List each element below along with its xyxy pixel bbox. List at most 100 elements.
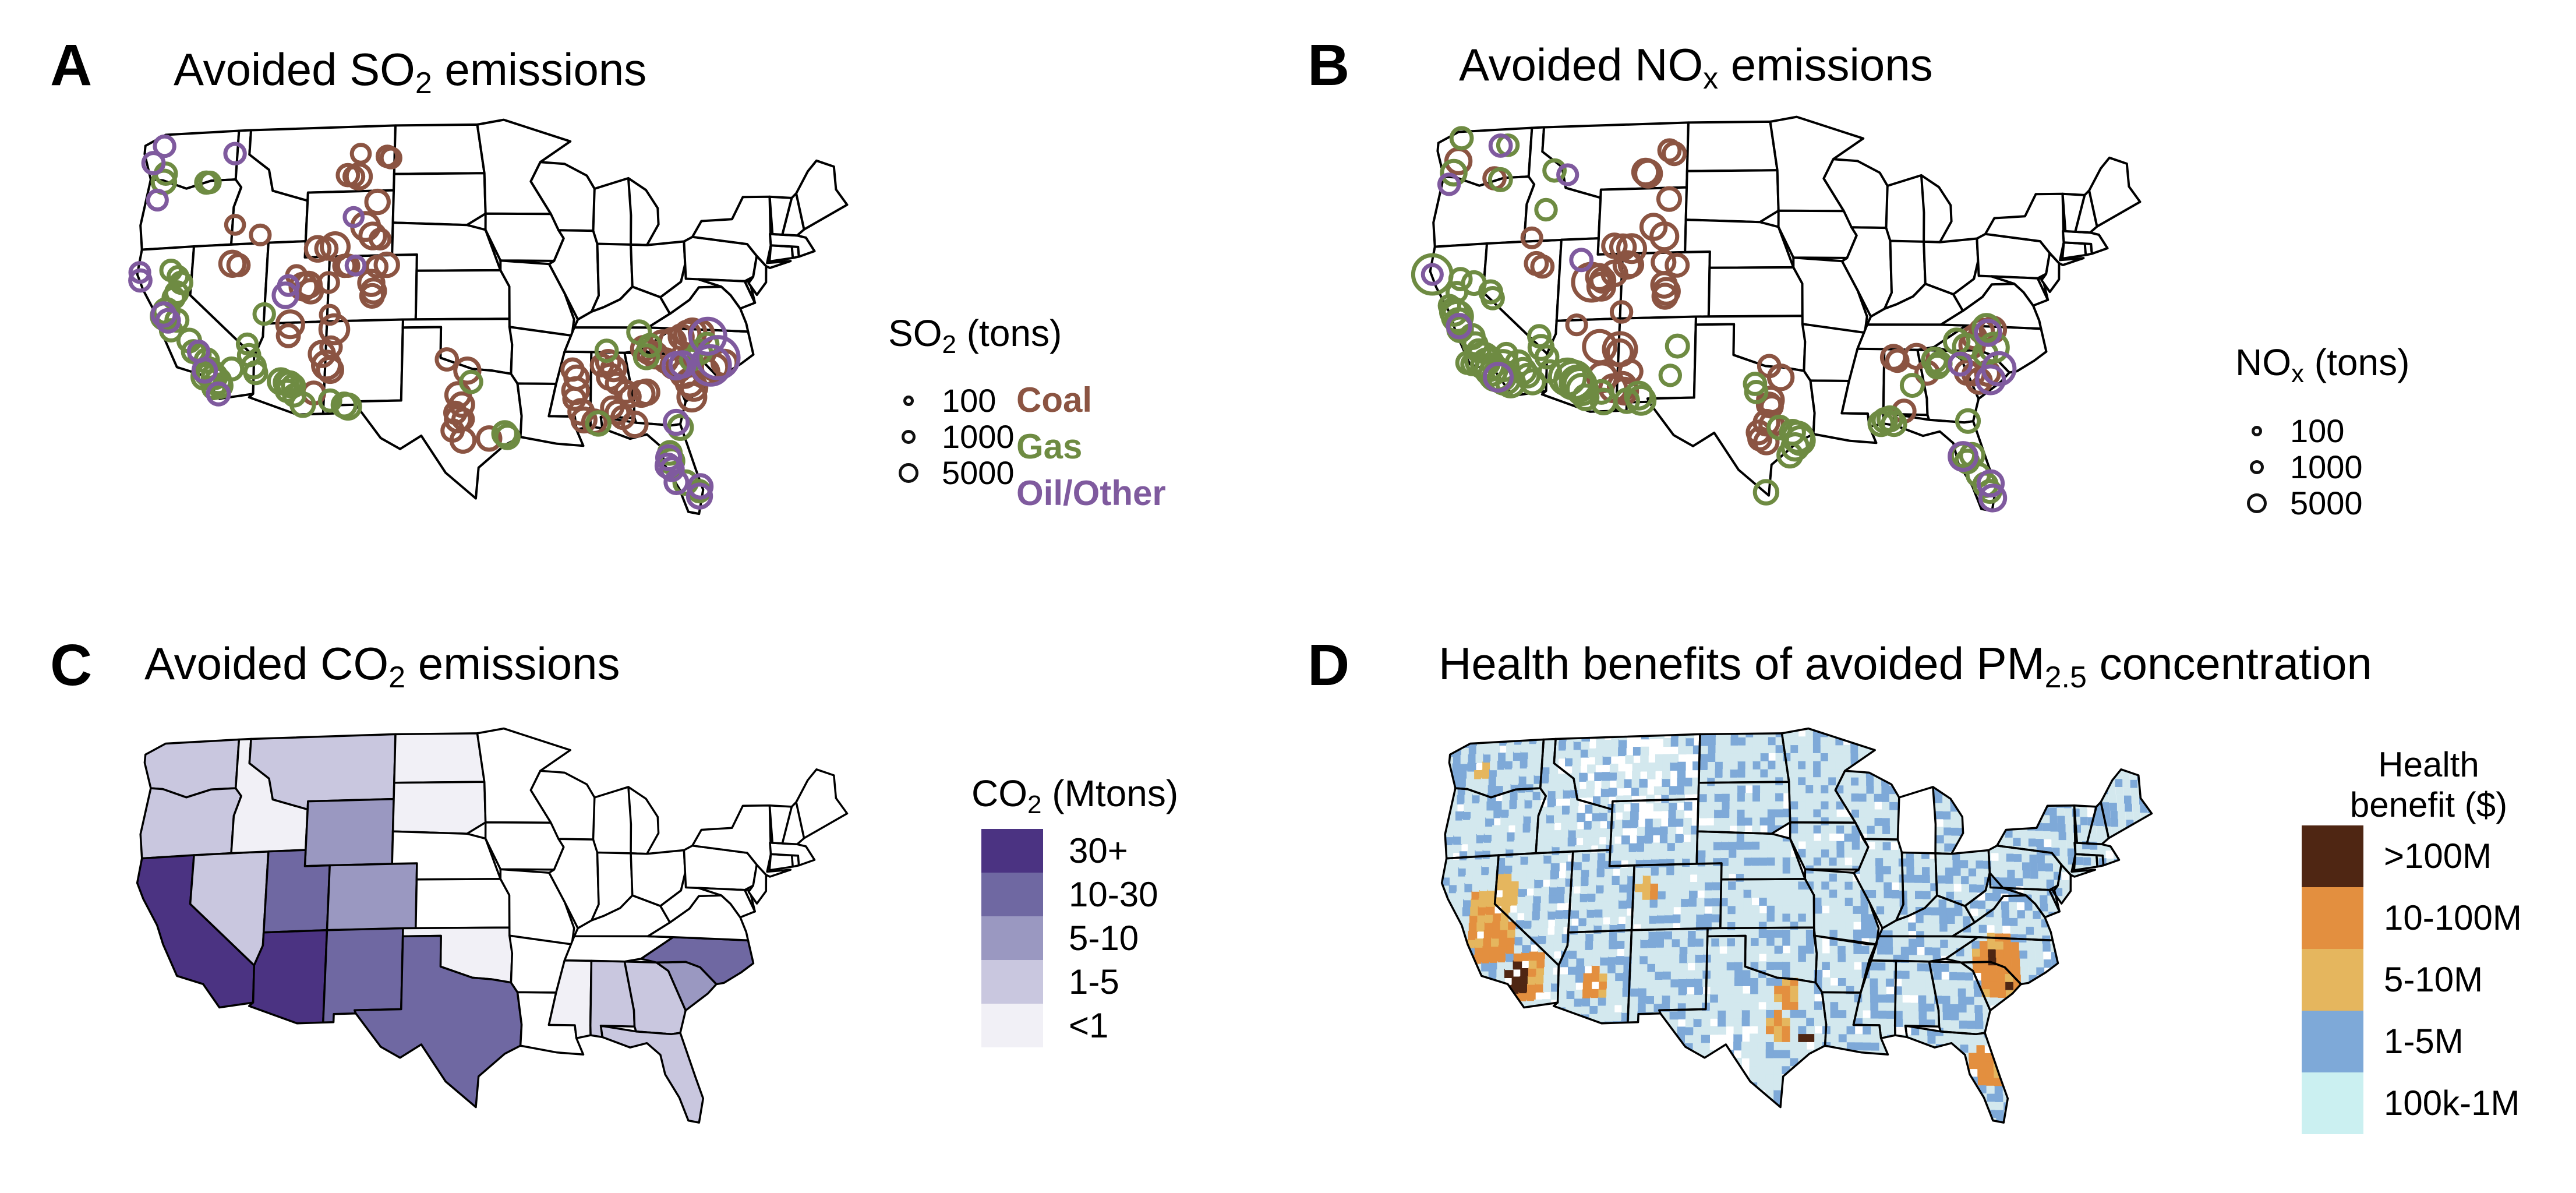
county-cell: [2026, 926, 2034, 935]
county-cell: [2129, 1044, 2138, 1053]
county-cell: [1671, 728, 1680, 731]
county-cell: [1418, 1047, 1427, 1056]
county-cell: [1674, 850, 1684, 859]
county-cell: [1546, 822, 1554, 832]
county-cell: [1601, 1093, 1611, 1102]
county-cell: [1963, 1109, 1971, 1117]
county-cell: [1486, 801, 1496, 811]
county-cell: [1912, 1067, 1921, 1076]
plant-marker-coal: [676, 382, 708, 413]
county-cell: [1630, 979, 1640, 989]
county-cell: [1704, 898, 1713, 907]
county-cell: [1546, 934, 1556, 944]
county-cell: [2034, 1071, 2043, 1080]
county-cell: [2002, 1070, 2010, 1078]
county-cell: [1602, 756, 1612, 765]
county-cell: [1621, 835, 1630, 845]
county-cell: [1992, 893, 2001, 902]
county-cell: [1716, 1074, 1726, 1083]
state-de: [743, 280, 757, 304]
county-cell: [1475, 938, 1485, 948]
county-cell: [1973, 804, 1981, 813]
county-cell: [1960, 1036, 1969, 1045]
county-cell: [1847, 1074, 1856, 1083]
county-cell: [1751, 857, 1761, 866]
county-cell: [1643, 1067, 1652, 1076]
county-cell: [1921, 1115, 1931, 1123]
county-cell: [2109, 899, 2118, 908]
county-cell: [1838, 1018, 1847, 1026]
county-cell: [1552, 846, 1561, 856]
county-cell: [1985, 1061, 1994, 1070]
county-cell: [2124, 980, 2132, 989]
county-cell: [2062, 775, 2070, 784]
county-cell: [2129, 940, 2137, 949]
county-cell: [2123, 1060, 2131, 1069]
county-cell: [2103, 1115, 2111, 1123]
county-cell: [1475, 1035, 1485, 1044]
county-cell: [1699, 1082, 1709, 1092]
county-cell: [2029, 1119, 2038, 1123]
county-cell: [1700, 753, 1709, 763]
county-cell: [2000, 1037, 2009, 1046]
county-cell: [2047, 783, 2055, 792]
county-cell: [2000, 749, 2008, 757]
county-cell: [2101, 1099, 2110, 1107]
county-cell: [1736, 873, 1745, 882]
county-cell: [1432, 990, 1441, 999]
county-cell: [1782, 913, 1791, 922]
county-cell: [1888, 1082, 1897, 1091]
county-cell: [1557, 878, 1567, 887]
county-cell: [1813, 873, 1822, 882]
county-cell: [1886, 994, 1895, 1003]
county-cell: [1912, 802, 1920, 811]
county-cell: [1639, 971, 1648, 980]
county-cell: [1701, 1034, 1710, 1043]
county-cell: [1737, 776, 1746, 786]
legend-title-text: NO: [2235, 341, 2291, 383]
county-cell: [1537, 831, 1546, 840]
county-cell: [1853, 889, 1861, 898]
county-cell: [2129, 1133, 2137, 1141]
county-cell: [1896, 1090, 1906, 1099]
county-cell: [1537, 951, 1546, 961]
county-cell: [1984, 728, 1992, 733]
county-cell: [1658, 874, 1667, 884]
panel-letter: D: [1308, 633, 1350, 698]
county-cell: [1427, 950, 1437, 959]
county-cell: [1878, 978, 1886, 987]
county-cell: [1969, 1060, 1977, 1070]
county-cell: [1469, 818, 1479, 828]
county-cell: [1903, 1043, 1912, 1051]
county-cell: [1449, 964, 1459, 974]
county-cell: [1492, 1026, 1501, 1035]
county-cell: [1820, 744, 1829, 753]
size-legend-circle-icon: [2252, 426, 2262, 436]
legend-swatch: [981, 829, 1043, 873]
county-cell: [2006, 1005, 2015, 1015]
county-cell: [1751, 937, 1759, 946]
county-cell: [2038, 871, 2046, 880]
county-cell: [1513, 952, 1523, 962]
county-cell: [1866, 793, 1875, 802]
county-cell: [1843, 744, 1851, 754]
county-cell: [2146, 1046, 2152, 1054]
county-cell: [1830, 993, 1839, 1003]
county-cell: [1563, 910, 1573, 919]
county-cell: [1912, 810, 1921, 819]
county-cell: [1917, 738, 1926, 747]
county-cell: [1821, 881, 1830, 890]
county-cell: [1991, 860, 1999, 870]
county-cell: [2027, 951, 2036, 959]
county-cell: [1722, 761, 1732, 770]
county-cell: [1566, 870, 1575, 879]
county-cell: [2069, 993, 2078, 1001]
county-cell: [2023, 886, 2031, 895]
county-cell: [1945, 1083, 1954, 1093]
county-cell: [2010, 1070, 2019, 1079]
county-cell: [1464, 1075, 1473, 1085]
county-cell: [2009, 1062, 2018, 1071]
county-cell: [1585, 788, 1595, 798]
county-cell: [1885, 978, 1895, 987]
county-cell: [2109, 1099, 2118, 1108]
